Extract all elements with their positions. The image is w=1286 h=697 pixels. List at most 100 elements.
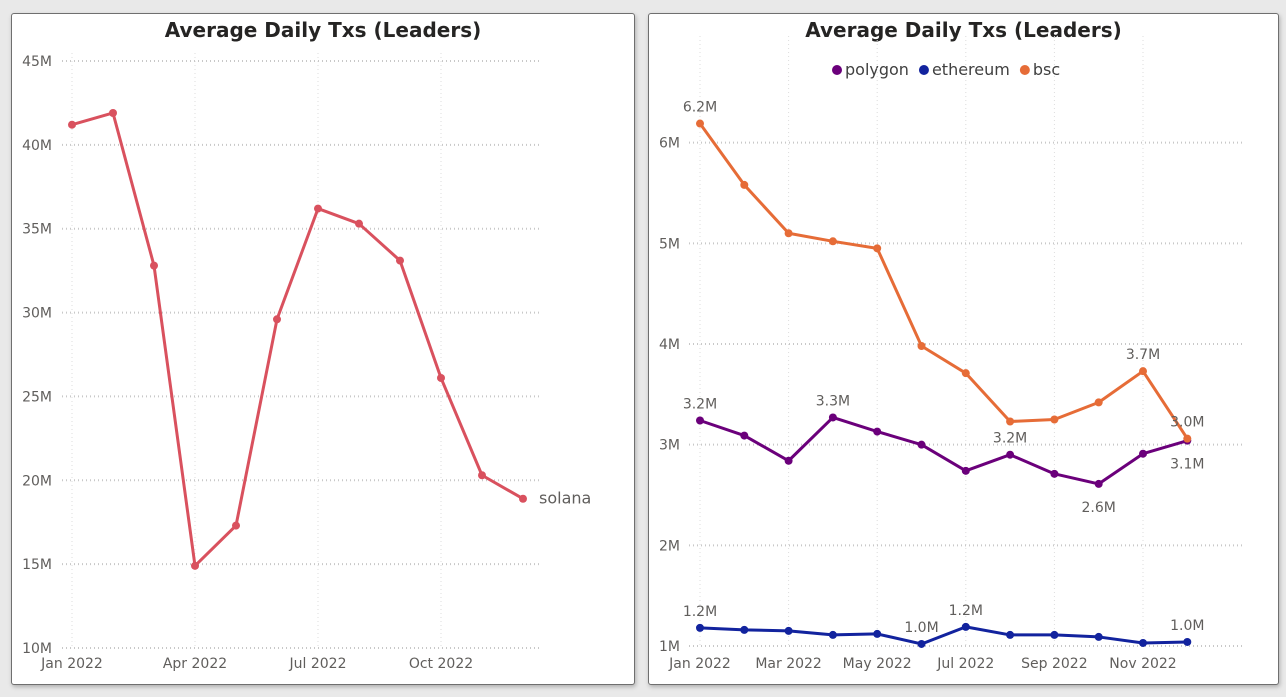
chart-title: Average Daily Txs (Leaders) xyxy=(805,18,1122,42)
x-tick-label: Jul 2022 xyxy=(936,656,994,672)
data-point-solana xyxy=(437,373,445,382)
data-point-polygon xyxy=(1050,469,1059,478)
y-tick-label: 45M xyxy=(22,54,52,70)
data-point-bsc xyxy=(873,244,882,253)
y-tick-label: 25M xyxy=(22,389,52,405)
data-point-solana xyxy=(191,561,199,570)
data-label: 3.2M xyxy=(683,396,717,412)
data-point-bsc xyxy=(1139,367,1147,376)
series-line-bsc xyxy=(698,122,1189,441)
data-label: 3.2M xyxy=(993,431,1027,447)
series-end-label: solana xyxy=(539,489,591,508)
data-point-bsc xyxy=(1050,415,1059,424)
data-point-polygon xyxy=(1006,450,1015,459)
y-tick-label: 6M xyxy=(659,136,680,152)
data-label: 2.6M xyxy=(1082,500,1116,516)
data-label: 3.7M xyxy=(1126,347,1160,363)
series-line-ethereum xyxy=(698,625,1189,646)
x-tick-label: May 2022 xyxy=(843,656,912,672)
legend-marker-polygon xyxy=(832,65,842,75)
data-point-ethereum xyxy=(917,639,926,648)
data-label: 1.2M xyxy=(683,604,717,620)
data-point-solana xyxy=(396,256,404,265)
data-label: 3.3M xyxy=(816,393,850,409)
data-label: 6.2M xyxy=(683,100,717,116)
data-point-solana xyxy=(355,219,363,228)
y-tick-label: 40M xyxy=(22,138,52,154)
data-point-polygon xyxy=(784,456,793,465)
data-point-solana xyxy=(478,471,486,480)
data-point-ethereum xyxy=(1094,632,1103,641)
data-point-ethereum xyxy=(961,622,970,631)
data-point-bsc xyxy=(784,229,793,238)
data-label: 3.1M xyxy=(1170,457,1204,473)
legend-marker-bsc xyxy=(1019,65,1030,75)
data-point-ethereum xyxy=(740,625,749,634)
legend-marker-ethereum xyxy=(918,65,929,75)
legend-label-polygon: polygon xyxy=(845,60,909,79)
y-tick-label: 3M xyxy=(659,438,680,454)
y-tick-label: 2M xyxy=(659,538,680,554)
data-point-bsc xyxy=(1094,398,1103,407)
data-point-solana xyxy=(68,120,76,129)
chart-panel-leaders[interactable]: Average Daily Txs (Leaders) polygon ethere… xyxy=(648,13,1279,685)
y-tick-label: 1M xyxy=(659,639,680,655)
data-label: 3.0M xyxy=(1170,415,1204,431)
data-point-solana xyxy=(232,521,240,530)
data-point-solana xyxy=(109,108,117,117)
data-point-polygon xyxy=(917,440,926,449)
data-point-bsc xyxy=(1183,434,1192,443)
x-tick-label: Mar 2022 xyxy=(755,656,822,672)
data-point-ethereum xyxy=(1050,630,1059,639)
x-tick-label: Jan 2022 xyxy=(40,656,103,672)
data-point-bsc xyxy=(828,237,837,246)
chart-title: Average Daily Txs (Leaders) xyxy=(165,18,482,42)
data-point-ethereum xyxy=(1139,638,1147,647)
data-point-ethereum xyxy=(828,630,837,639)
data-point-polygon xyxy=(696,416,704,425)
solana-line-chart[interactable]: Average Daily Txs (Leaders) 10M 15M 20M 25M 3… xyxy=(12,14,634,684)
series-line-solana xyxy=(70,111,525,568)
data-point-solana xyxy=(519,494,527,503)
data-point-bsc xyxy=(740,180,749,189)
data-point-ethereum xyxy=(784,626,793,635)
data-label: 1.2M xyxy=(949,603,983,619)
data-point-ethereum xyxy=(873,629,882,638)
data-point-solana xyxy=(273,315,281,324)
y-tick-label: 15M xyxy=(22,557,52,573)
y-tick-label: 20M xyxy=(22,473,52,489)
legend-label-bsc: bsc xyxy=(1033,60,1060,79)
y-tick-label: 10M xyxy=(22,641,52,657)
x-tick-label: Jan 2022 xyxy=(668,656,731,672)
legend-label-ethereum: ethereum xyxy=(932,60,1010,79)
y-tick-label: 4M xyxy=(659,337,680,353)
chart-panel-solana[interactable]: Average Daily Txs (Leaders) 10M 15M 20M 25M 3… xyxy=(11,13,635,685)
x-tick-label: Sep 2022 xyxy=(1021,656,1087,672)
data-point-bsc xyxy=(696,119,704,128)
data-label: 1.0M xyxy=(1170,618,1204,634)
data-label: 1.0M xyxy=(904,620,938,636)
data-point-polygon xyxy=(1094,479,1103,488)
data-point-polygon xyxy=(828,413,837,422)
data-point-polygon xyxy=(1139,449,1147,458)
data-point-polygon xyxy=(961,466,970,475)
x-tick-label: Apr 2022 xyxy=(163,656,227,672)
y-tick-label: 30M xyxy=(22,306,52,322)
x-tick-label: Jul 2022 xyxy=(289,656,347,672)
data-point-solana xyxy=(150,261,158,270)
data-point-bsc xyxy=(917,342,926,350)
data-point-ethereum xyxy=(1006,630,1015,639)
data-point-bsc xyxy=(1006,417,1015,426)
y-tick-label: 35M xyxy=(22,222,52,238)
series-line-polygon xyxy=(698,415,1189,486)
data-point-polygon xyxy=(740,431,749,440)
data-point-ethereum xyxy=(1183,637,1192,646)
x-tick-label: Oct 2022 xyxy=(409,656,473,672)
data-point-bsc xyxy=(961,369,970,378)
leaders-line-chart[interactable]: Average Daily Txs (Leaders) polygon ethere… xyxy=(649,14,1278,684)
data-point-solana xyxy=(314,204,322,213)
y-tick-label: 5M xyxy=(659,236,680,252)
x-tick-label: Nov 2022 xyxy=(1109,656,1176,672)
data-point-polygon xyxy=(873,427,882,436)
data-point-ethereum xyxy=(696,623,704,632)
